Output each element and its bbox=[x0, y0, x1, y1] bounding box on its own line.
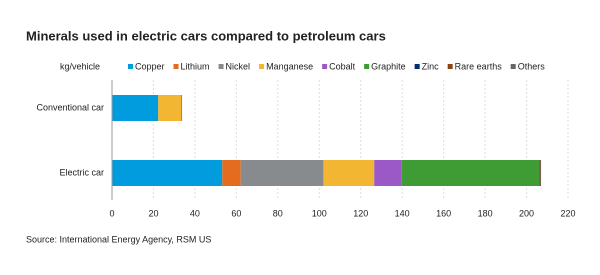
bar-segment bbox=[374, 160, 402, 186]
legend-swatch bbox=[322, 64, 328, 69]
bar-segment bbox=[158, 95, 182, 121]
legend-label: Zinc bbox=[422, 61, 440, 71]
legend-swatch bbox=[218, 64, 224, 69]
bar-segment bbox=[401, 160, 540, 186]
bar-segment bbox=[540, 160, 542, 186]
bar-segment bbox=[112, 95, 159, 121]
bar-segment bbox=[240, 160, 324, 186]
legend-swatch bbox=[173, 64, 179, 69]
x-tick-label: 120 bbox=[353, 208, 368, 218]
legend-label: Nickel bbox=[226, 61, 251, 71]
legend-swatch bbox=[128, 64, 133, 69]
x-tick-label: 160 bbox=[436, 208, 451, 218]
x-tick-label: 140 bbox=[395, 208, 410, 218]
legend-label: Manganese bbox=[266, 61, 313, 71]
source: Source: International Energy Agency, RSM… bbox=[26, 234, 211, 244]
bar-segment bbox=[323, 160, 375, 186]
legend-label: Others bbox=[518, 61, 546, 71]
axis-unit: kg/vehicle bbox=[60, 61, 100, 71]
legend-swatch bbox=[364, 64, 370, 69]
legend-swatch bbox=[510, 64, 516, 69]
x-tick-label: 200 bbox=[519, 208, 534, 218]
x-tick-label: 80 bbox=[273, 208, 283, 218]
x-tick-label: 180 bbox=[478, 208, 493, 218]
legend-label: Graphite bbox=[371, 61, 406, 71]
chart-title: Minerals used in electric cars compared … bbox=[26, 28, 386, 43]
legend-swatch bbox=[259, 64, 265, 69]
legend-label: Lithium bbox=[181, 61, 210, 71]
x-tick-label: 220 bbox=[560, 208, 575, 218]
x-tick-label: 20 bbox=[148, 208, 158, 218]
bar-segment bbox=[222, 160, 241, 186]
bar-segment bbox=[112, 160, 223, 186]
x-tick-label: 40 bbox=[190, 208, 200, 218]
y-tick-label: Conventional car bbox=[36, 102, 104, 112]
bar-segment bbox=[539, 160, 541, 186]
x-tick-label: 0 bbox=[109, 208, 114, 218]
legend-label: Copper bbox=[135, 61, 165, 71]
legend-label: Rare earths bbox=[455, 61, 503, 71]
legend-swatch bbox=[414, 64, 420, 69]
legend-swatch bbox=[447, 64, 453, 69]
bar-segment bbox=[181, 95, 183, 121]
y-tick-label: Electric car bbox=[59, 167, 104, 177]
x-tick-label: 60 bbox=[231, 208, 241, 218]
legend-label: Cobalt bbox=[329, 61, 356, 71]
x-tick-label: 100 bbox=[312, 208, 327, 218]
